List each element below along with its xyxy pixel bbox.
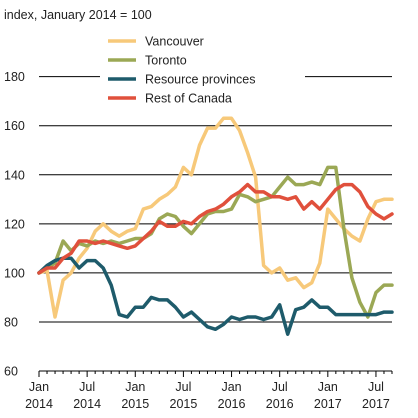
legend-label: Resource provinces <box>145 73 255 87</box>
axes: 60 80 100 120 140 160 180 Jan 2014 Jul 2014 Jan 2015… <box>4 70 393 411</box>
y-tick-label: 160 <box>4 119 25 133</box>
x-tick-month: Jan <box>29 380 49 394</box>
legend-label: Vancouver <box>145 35 204 49</box>
x-tick-month: Jan <box>125 380 145 394</box>
x-tick-month: Jul <box>79 380 95 394</box>
y-tick-label: 80 <box>4 315 18 329</box>
x-tick-year: 2017 <box>362 397 390 411</box>
series-line-vancouver <box>37 116 394 319</box>
x-tick-month: Jan <box>318 380 338 394</box>
legend-label: Toronto <box>145 54 187 68</box>
x-tick-year: 2016 <box>266 397 294 411</box>
x-tick-year: 2015 <box>170 397 198 411</box>
series-line-resource-provinces <box>37 256 394 336</box>
x-tick-year: 2017 <box>314 397 342 411</box>
unit-label: index, January 2014 = 100 <box>4 8 152 22</box>
series-lines <box>37 116 394 336</box>
x-tick-year: 2014 <box>73 397 101 411</box>
x-tick-year: 2016 <box>218 397 246 411</box>
y-tick-label: 120 <box>4 217 25 231</box>
x-tick-month: Jul <box>175 380 191 394</box>
legend-label: Rest of Canada <box>145 92 232 106</box>
x-tick-month: Jan <box>221 380 241 394</box>
series-line-rest-of-canada <box>37 182 394 275</box>
legend: Vancouver Toronto Resource provinces Rest o… <box>108 35 255 106</box>
x-tick-month: Jul <box>368 380 384 394</box>
x-tick-year: 2014 <box>25 397 53 411</box>
y-tick-label: 100 <box>4 266 25 280</box>
x-tick-year: 2015 <box>121 397 149 411</box>
y-tick-label: 140 <box>4 168 25 182</box>
x-tick-month: Jul <box>272 380 288 394</box>
y-tick-label: 60 <box>4 365 18 379</box>
y-tick-label: 180 <box>4 70 25 84</box>
